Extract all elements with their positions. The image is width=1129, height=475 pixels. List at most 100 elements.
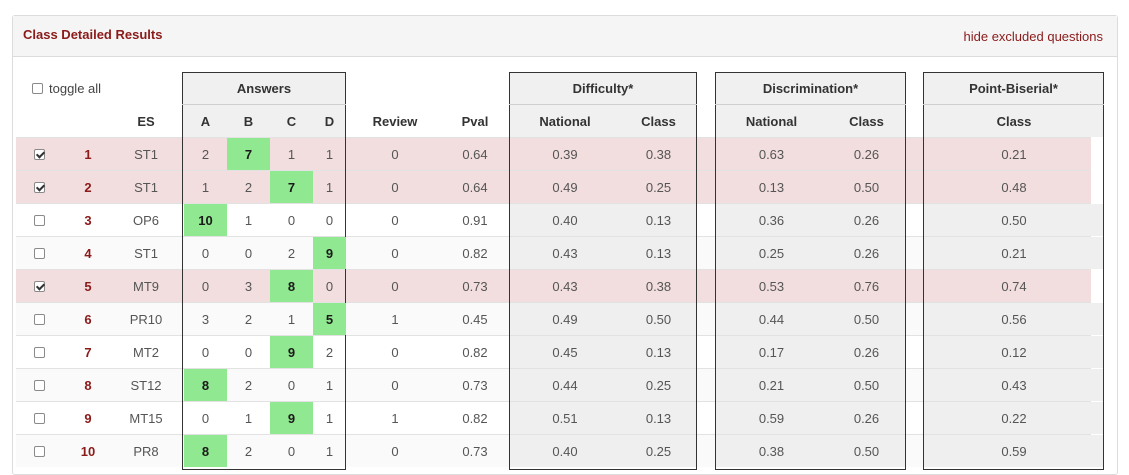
difficulty-class-value: 0.50 (645, 311, 672, 327)
difficulty-national-value: 0.45 (552, 344, 578, 360)
discrimination-class-value: 0.50 (853, 443, 880, 459)
discrimination-class-value: 0.50 (853, 311, 880, 327)
es-code: PR8 (133, 443, 159, 459)
answer-c-count: 1 (287, 311, 296, 327)
answer-d-count: 0 (325, 278, 334, 294)
question-number[interactable]: 7 (84, 344, 92, 360)
question-number[interactable]: 10 (80, 443, 96, 459)
question-number[interactable]: 6 (84, 311, 92, 327)
stat-cell-bg (715, 336, 906, 368)
difficulty-national-value: 0.49 (552, 311, 578, 327)
row-checkbox-cell[interactable] (28, 171, 50, 203)
toggle-all-checkbox[interactable] (32, 83, 43, 94)
row-checkbox-cell[interactable] (28, 237, 50, 269)
row-exclude-checkbox[interactable] (33, 280, 45, 292)
table-row (16, 170, 1091, 203)
difficulty-national-value: 0.44 (552, 377, 578, 393)
discrimination-national-value: 0.21 (758, 377, 785, 393)
column-header-es[interactable]: ES (137, 113, 155, 129)
stat-cell-bg (715, 435, 906, 467)
stat-cell-bg (715, 303, 906, 335)
point-biserial-class-value: 0.21 (1001, 245, 1027, 261)
es-code: ST12 (130, 377, 162, 393)
pval-value: 0.45 (462, 311, 488, 327)
question-number[interactable]: 8 (84, 377, 92, 393)
column-header-pval[interactable]: Pval (461, 113, 489, 129)
difficulty-national-value: 0.51 (552, 410, 578, 426)
row-exclude-checkbox[interactable] (33, 313, 45, 325)
answer-a-count: 8 (184, 435, 227, 467)
row-checkbox-cell[interactable] (28, 369, 50, 401)
pval-value: 0.64 (462, 179, 488, 195)
row-checkbox-cell[interactable] (28, 138, 50, 170)
review-count: 0 (391, 146, 399, 162)
row-exclude-checkbox[interactable] (33, 214, 45, 226)
stat-cell-bg (715, 369, 906, 401)
row-checkbox-cell[interactable] (28, 336, 50, 368)
answer-b-count: 7 (227, 138, 270, 170)
discrimination-class-value: 0.76 (853, 278, 880, 294)
stat-cell-bg (509, 303, 697, 335)
answer-c-count: 7 (270, 171, 313, 203)
answer-c-count: 9 (270, 402, 313, 434)
question-number[interactable]: 9 (84, 410, 92, 426)
panel-title: Class Detailed Results (23, 27, 163, 42)
answer-b-count: 1 (244, 410, 253, 426)
point-biserial-class-value: 0.50 (1001, 212, 1027, 228)
difficulty-national-value: 0.40 (552, 212, 578, 228)
answer-c-count: 2 (287, 245, 296, 261)
row-exclude-checkbox[interactable] (33, 346, 45, 358)
group-title-divider (182, 104, 346, 105)
row-exclude-checkbox[interactable] (33, 148, 45, 160)
answer-d-count: 1 (325, 377, 334, 393)
row-exclude-checkbox[interactable] (33, 247, 45, 259)
stat-cell-bg (923, 435, 1104, 467)
discrimination-class-value: 0.26 (853, 410, 880, 426)
point-biserial-class-value: 0.21 (1001, 146, 1027, 162)
column-header-difficulty-class[interactable]: Class (641, 113, 676, 129)
row-checkbox-cell[interactable] (28, 303, 50, 335)
column-header-review[interactable]: Review (372, 113, 418, 129)
question-number[interactable]: 2 (84, 179, 92, 195)
stat-cell-bg (923, 336, 1104, 368)
row-checkbox-cell[interactable] (28, 402, 50, 434)
discrimination-national-value: 0.63 (758, 146, 785, 162)
pval-value: 0.82 (462, 410, 488, 426)
answer-b-count: 1 (244, 212, 253, 228)
point-biserial-class-value: 0.59 (1001, 443, 1027, 459)
review-count: 1 (391, 311, 399, 327)
answer-d-count: 9 (313, 237, 346, 269)
column-header-c[interactable]: C (286, 113, 297, 129)
row-exclude-checkbox[interactable] (33, 412, 45, 424)
answer-a-count: 2 (201, 146, 210, 162)
row-exclude-checkbox[interactable] (33, 445, 45, 457)
column-header-point-biserial-class[interactable]: Class (996, 113, 1032, 129)
question-number[interactable]: 4 (84, 245, 92, 261)
difficulty-class-value: 0.13 (645, 245, 672, 261)
es-code: ST1 (134, 146, 158, 162)
column-header-discrimination-national[interactable]: National (745, 113, 798, 129)
answer-b-count: 2 (244, 377, 253, 393)
difficulty-class-value: 0.13 (645, 344, 672, 360)
difficulty-national-value: 0.43 (552, 245, 578, 261)
row-exclude-checkbox[interactable] (33, 181, 45, 193)
es-code: ST1 (134, 179, 158, 195)
column-header-d[interactable]: D (324, 113, 335, 129)
question-number[interactable]: 3 (84, 212, 92, 228)
row-checkbox-cell[interactable] (28, 204, 50, 236)
row-checkbox-cell[interactable] (28, 270, 50, 302)
question-number[interactable]: 1 (84, 146, 92, 162)
hide-excluded-link[interactable]: hide excluded questions (963, 29, 1104, 44)
column-header-discrimination-class[interactable]: Class (849, 113, 884, 129)
column-header-difficulty-national[interactable]: National (539, 113, 591, 129)
difficulty-national-value: 0.39 (552, 146, 578, 162)
answer-c-count: 0 (287, 212, 296, 228)
row-exclude-checkbox[interactable] (33, 379, 45, 391)
toggle-all[interactable]: toggle all (32, 81, 101, 96)
row-checkbox-cell[interactable] (28, 435, 50, 467)
column-header-a[interactable]: A (200, 113, 211, 129)
point-biserial-class-value: 0.56 (1001, 311, 1027, 327)
question-number[interactable]: 5 (84, 278, 92, 294)
es-code: MT2 (133, 344, 159, 360)
column-header-b[interactable]: B (243, 113, 254, 129)
